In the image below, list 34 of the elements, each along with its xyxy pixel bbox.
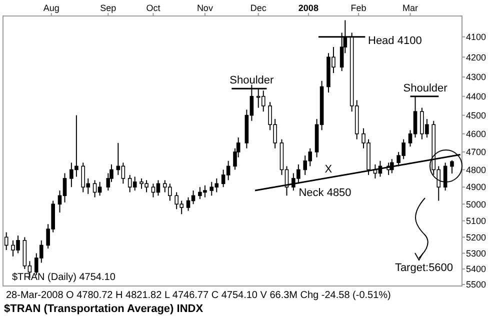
y-tick-label: 4800 bbox=[466, 164, 486, 175]
y-tick-label: 4600 bbox=[466, 128, 486, 139]
candlestick bbox=[4, 232, 8, 251]
y-tick-label: 5400 bbox=[466, 264, 486, 274]
annotation: Head 4100 bbox=[368, 35, 422, 47]
y-tick-label: 4500 bbox=[466, 110, 486, 120]
y-tick-label: 4300 bbox=[466, 72, 486, 82]
annotation: Target:5600 bbox=[394, 262, 454, 274]
y-tick-label: 4100 bbox=[466, 32, 486, 42]
x-tick-label: Oct bbox=[146, 3, 161, 13]
x-tick-label: 2008 bbox=[298, 3, 318, 13]
annotation: Shoulder bbox=[230, 74, 274, 87]
x-tick-label: Nov bbox=[196, 3, 214, 13]
x-tick-label: Mar bbox=[402, 3, 418, 13]
text: 28-Mar-2008 O 4780.72 H 4821.82 L 4746.77 C 4754.10 V 66.3M Chg -24.58 (-0.51%) bbox=[6, 290, 391, 301]
x-tick-label: Aug bbox=[43, 3, 60, 13]
y-tick-label: 4900 bbox=[466, 182, 486, 192]
y-tick-label: 4200 bbox=[466, 52, 486, 62]
y-tick-label: 4400 bbox=[466, 92, 486, 102]
y-tick-label: 5500 bbox=[466, 280, 486, 290]
annotation: X bbox=[324, 164, 333, 176]
y-tick-label: 5200 bbox=[466, 232, 486, 242]
annotation: $TRAN (Daily) 4754.10 bbox=[12, 272, 116, 283]
y-tick-label: 5000 bbox=[466, 199, 486, 210]
y-tick-label: 5100 bbox=[466, 216, 486, 226]
annotation: Neck 4850 bbox=[298, 187, 352, 199]
x-tick-label: Feb bbox=[350, 3, 366, 13]
x-tick-label: Sep bbox=[100, 3, 116, 13]
text: $TRAN (Transportation Average) INDX bbox=[4, 303, 204, 315]
candlestick bbox=[450, 160, 454, 174]
y-tick-label: 4700 bbox=[466, 147, 486, 158]
x-tick-label: Dec bbox=[250, 3, 267, 13]
y-tick-label: 5300 bbox=[466, 248, 486, 258]
annotation: Shoulder bbox=[403, 82, 448, 94]
